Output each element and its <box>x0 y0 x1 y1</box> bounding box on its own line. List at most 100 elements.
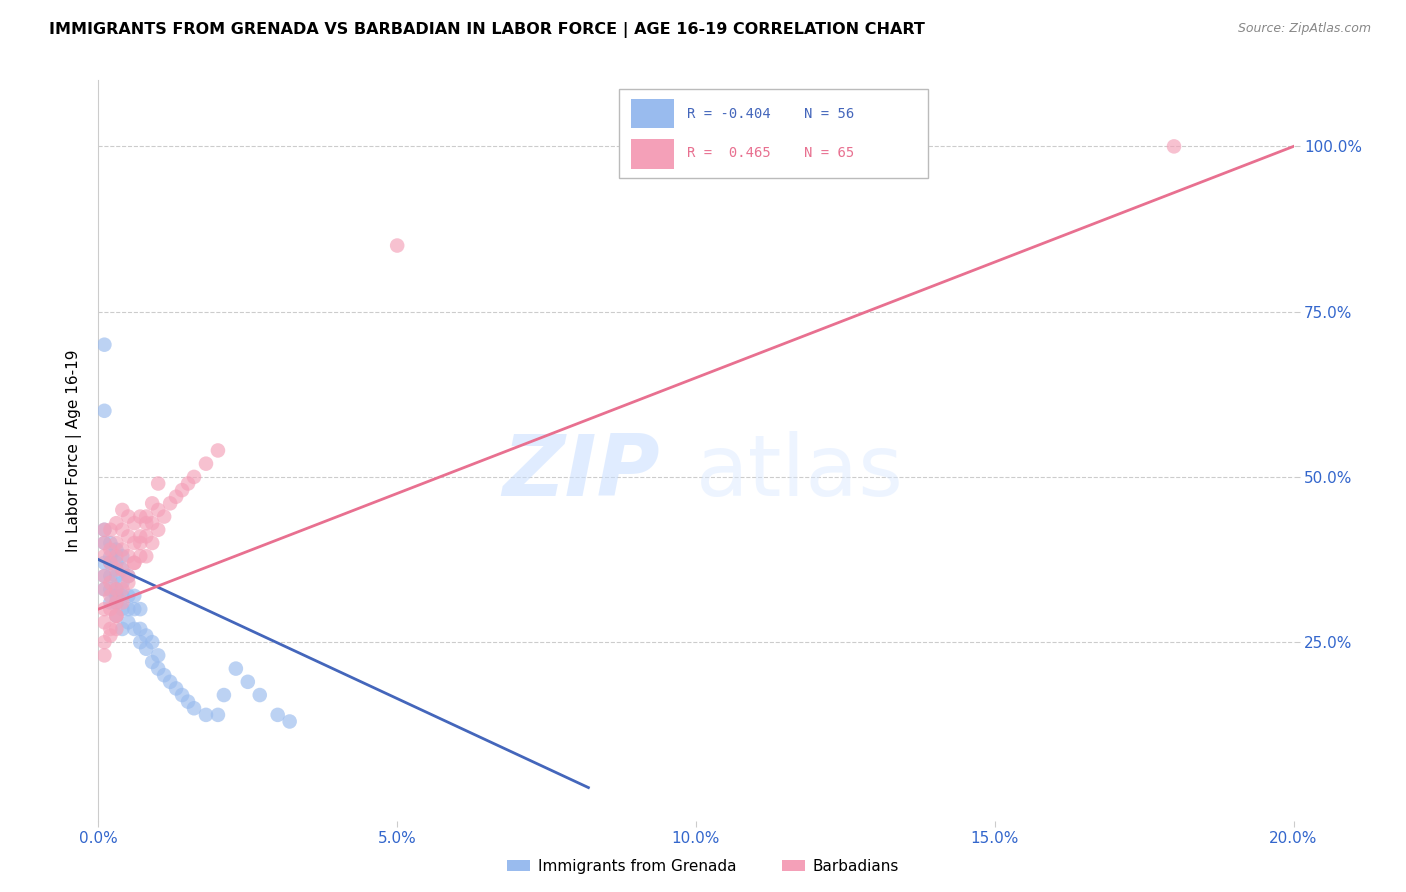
Point <box>135 516 157 531</box>
Point <box>111 589 134 603</box>
Point <box>105 536 128 550</box>
Point <box>159 496 181 510</box>
Point <box>135 549 157 564</box>
Point <box>105 582 128 597</box>
Point <box>148 662 170 676</box>
Point <box>129 509 152 524</box>
Point <box>141 655 163 669</box>
Point <box>135 529 157 543</box>
Point <box>124 602 146 616</box>
Point <box>165 490 187 504</box>
Point <box>183 701 205 715</box>
Point <box>278 714 301 729</box>
Point <box>93 337 115 351</box>
Point <box>93 536 115 550</box>
Point <box>93 404 115 418</box>
Point <box>93 536 115 550</box>
Point <box>135 629 157 643</box>
Point <box>98 589 122 603</box>
Point <box>105 542 128 557</box>
Point <box>124 536 146 550</box>
Bar <box>631 139 675 169</box>
Point <box>141 536 163 550</box>
Point <box>105 608 128 623</box>
Point <box>111 575 134 590</box>
Point <box>249 688 271 702</box>
Point <box>148 523 170 537</box>
Point <box>105 595 128 609</box>
Point <box>111 542 134 557</box>
Point <box>129 602 152 616</box>
Text: R =  0.465: R = 0.465 <box>686 146 770 161</box>
Point <box>124 556 146 570</box>
Point <box>129 635 152 649</box>
Point <box>1163 139 1185 153</box>
Point <box>129 622 152 636</box>
Point <box>105 516 128 531</box>
Point <box>93 569 115 583</box>
Point <box>93 523 115 537</box>
Point <box>105 608 128 623</box>
Point <box>153 668 176 682</box>
Point <box>124 516 146 531</box>
Point <box>207 707 229 722</box>
Point <box>141 516 163 531</box>
Point <box>98 582 122 597</box>
Point <box>207 443 229 458</box>
Point <box>148 503 170 517</box>
Point <box>135 509 157 524</box>
Point <box>93 523 115 537</box>
Point <box>148 476 170 491</box>
Point <box>172 688 194 702</box>
Point <box>105 562 128 576</box>
Point <box>111 503 134 517</box>
Point <box>105 622 128 636</box>
Point <box>117 569 139 583</box>
Point <box>111 562 134 576</box>
Point <box>105 549 128 564</box>
Point <box>135 641 157 656</box>
Point <box>93 615 115 630</box>
Point <box>93 648 115 663</box>
Point <box>105 556 128 570</box>
Bar <box>631 99 675 128</box>
Point <box>98 556 122 570</box>
Point <box>98 523 122 537</box>
Point <box>93 582 115 597</box>
Point <box>117 615 139 630</box>
Point <box>98 556 122 570</box>
Point <box>105 589 128 603</box>
Text: ZIP: ZIP <box>502 431 661 514</box>
Point <box>98 622 122 636</box>
Point <box>124 589 146 603</box>
Point <box>129 529 152 543</box>
Point <box>111 523 134 537</box>
Point <box>117 569 139 583</box>
Point <box>105 608 128 623</box>
Point <box>105 569 128 583</box>
Point <box>172 483 194 497</box>
Point <box>195 707 218 722</box>
Point <box>111 582 134 597</box>
Point <box>117 509 139 524</box>
Point <box>98 629 122 643</box>
Point <box>111 602 134 616</box>
FancyBboxPatch shape <box>619 89 928 178</box>
Point <box>93 549 115 564</box>
Point <box>183 470 205 484</box>
Point <box>159 674 181 689</box>
Point <box>236 674 259 689</box>
Point <box>117 589 139 603</box>
Point <box>385 238 409 252</box>
Point <box>141 496 163 510</box>
Text: R = -0.404: R = -0.404 <box>686 107 770 121</box>
Point <box>111 595 134 609</box>
Point <box>117 575 139 590</box>
Point <box>212 688 235 702</box>
Point <box>124 622 146 636</box>
Point <box>93 556 115 570</box>
Point <box>93 582 115 597</box>
Point <box>141 635 163 649</box>
Point <box>93 635 115 649</box>
Point <box>98 542 122 557</box>
